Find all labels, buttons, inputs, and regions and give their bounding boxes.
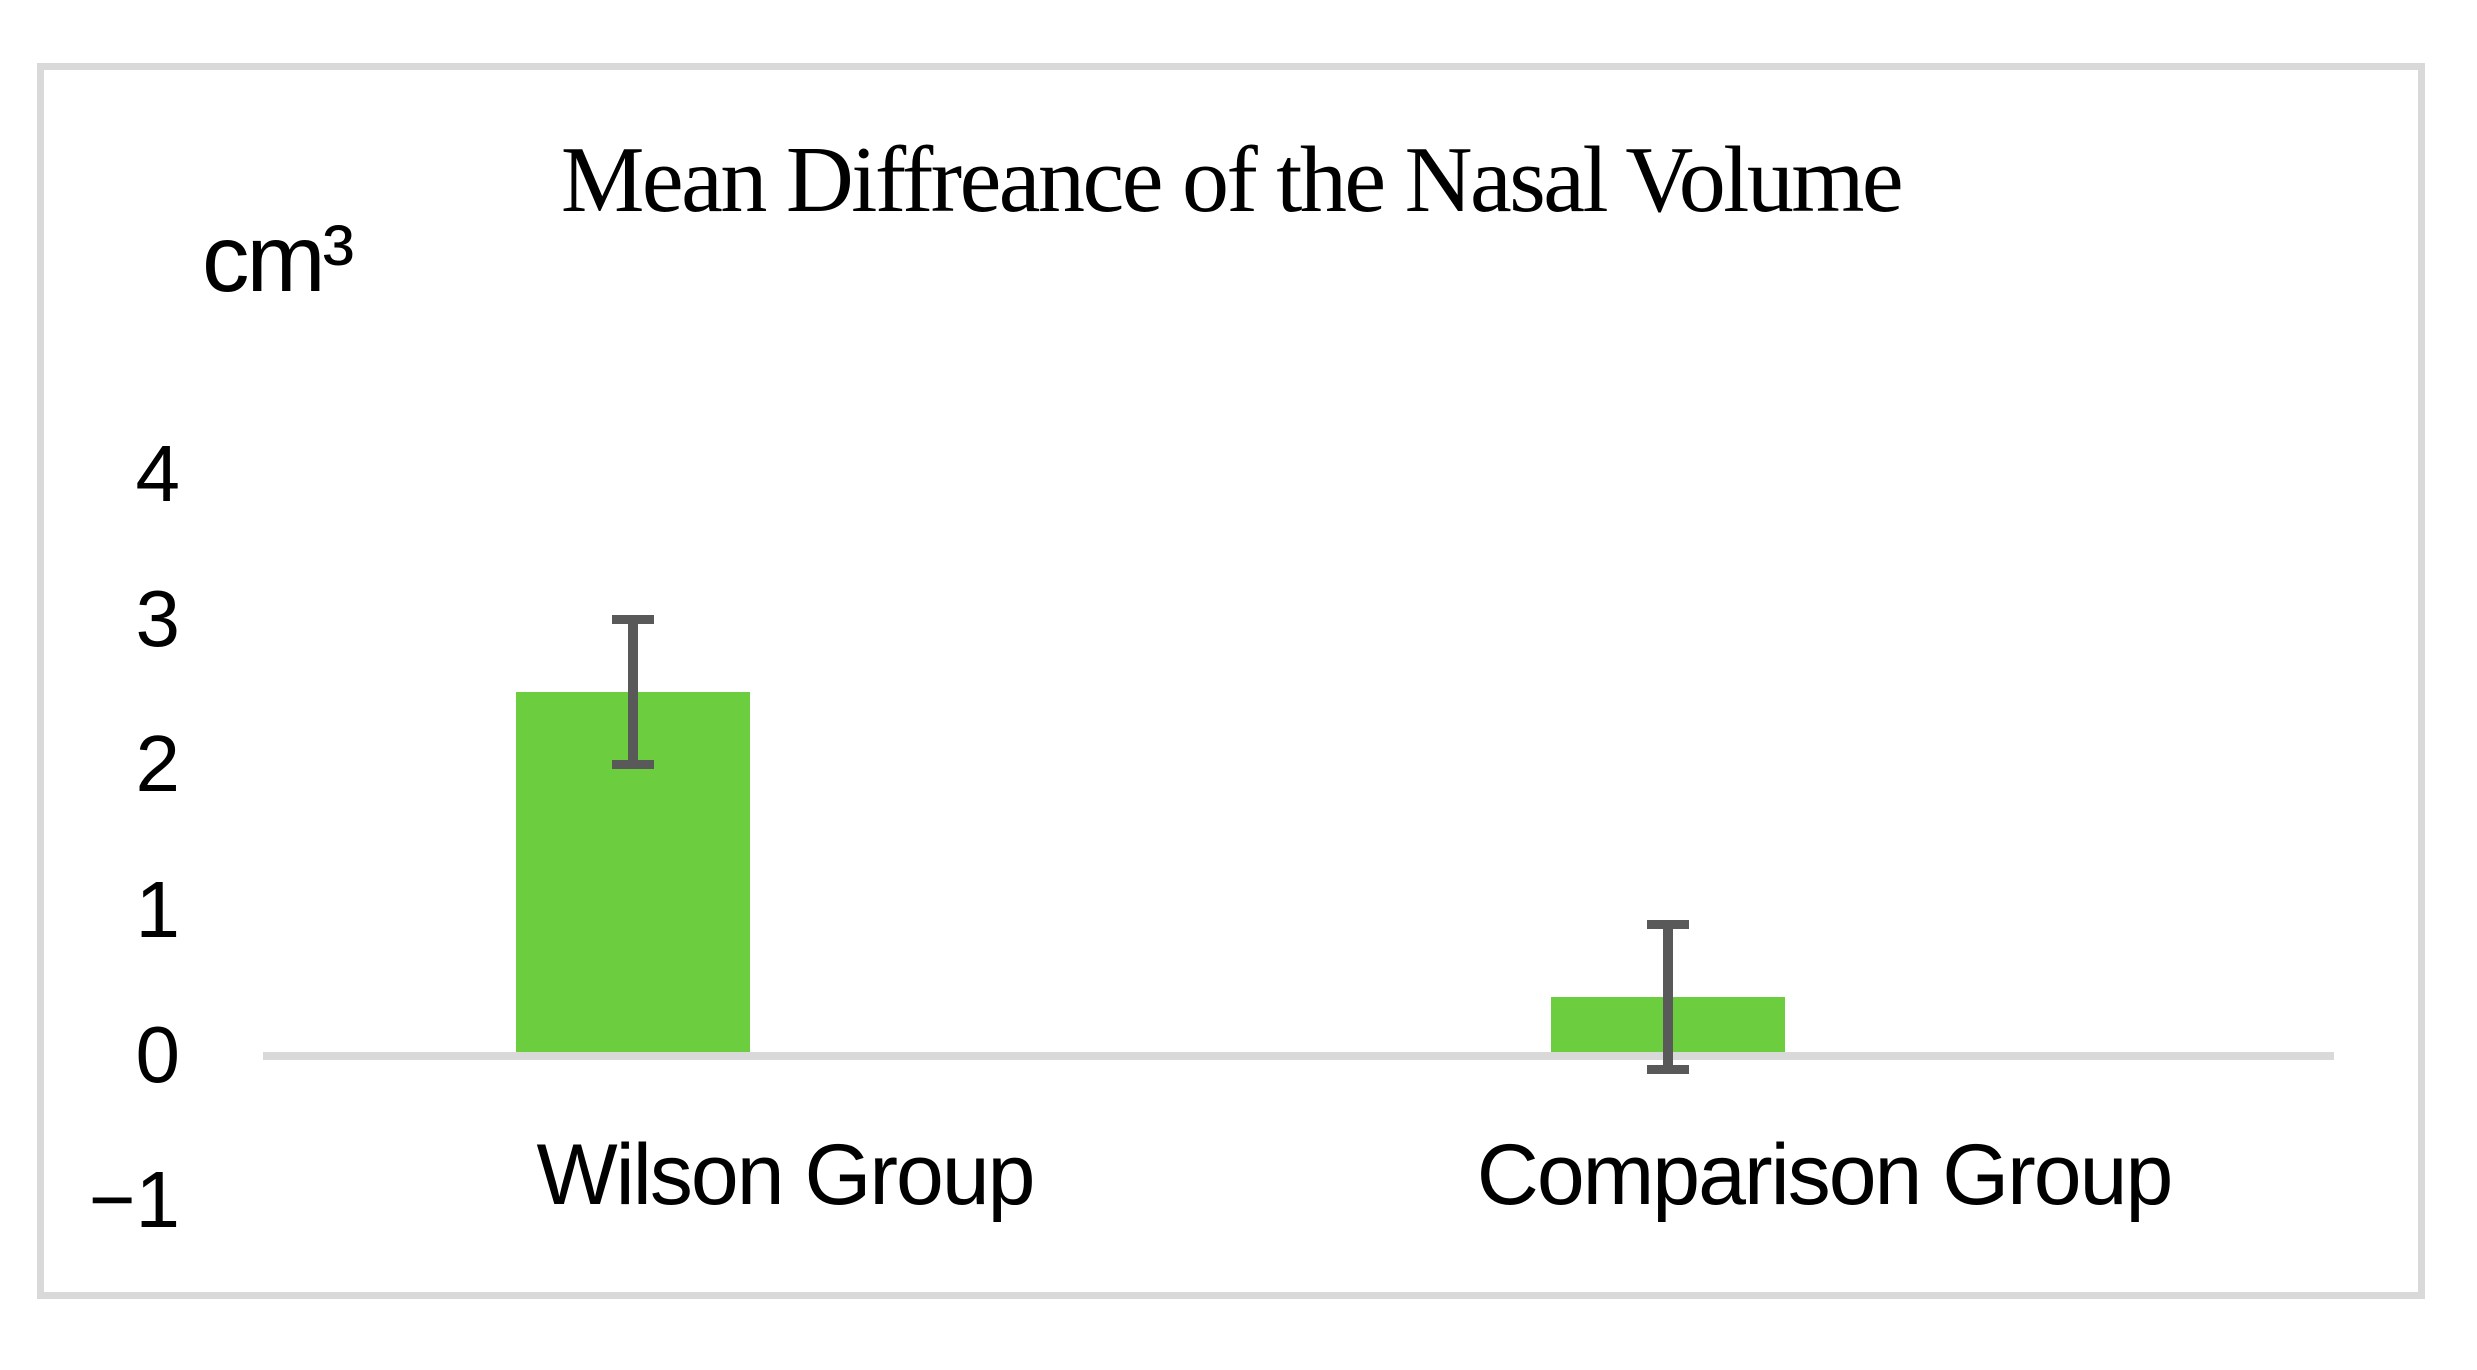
category-label-wilson-group: Wilson Group (536, 1127, 1036, 1223)
error-bar-wilson-group-line (628, 619, 638, 765)
category-label-comparison-group: Comparison Group (1476, 1127, 2174, 1223)
y-tick-label: −1 (88, 1155, 180, 1245)
chart-title: Mean Diffreance of the Nasal Volume (560, 128, 1904, 232)
y-axis-unit-label: cm³ (202, 206, 354, 312)
y-tick-label: 0 (135, 1010, 181, 1099)
error-bar-comparison-group-line (1663, 924, 1673, 1070)
error-bar-wilson-group-cap-top (612, 614, 654, 624)
error-bar-wilson-group-cap-bottom (612, 759, 654, 769)
y-tick-label: 1 (135, 864, 181, 954)
error-bar-comparison-group-cap-bottom (1647, 1065, 1689, 1075)
y-tick-label: 2 (135, 719, 181, 809)
error-bar-comparison-group-cap-top (1647, 919, 1689, 929)
chart-frame (37, 63, 2425, 1299)
y-tick-label: 4 (135, 428, 181, 518)
y-tick-label: 3 (135, 574, 181, 664)
x-axis-line (263, 1052, 2334, 1060)
